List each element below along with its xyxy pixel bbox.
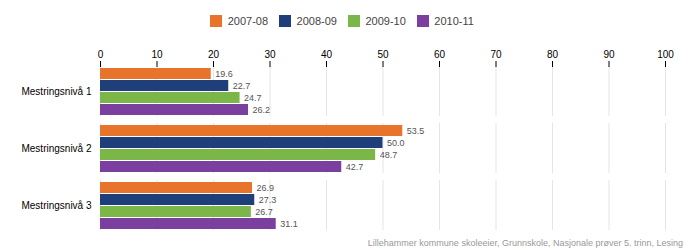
svg-text:80: 80 [547, 48, 559, 59]
svg-text:Mestringsnivå 1: Mestringsnivå 1 [21, 85, 91, 96]
svg-text:60: 60 [434, 48, 446, 59]
svg-text:40: 40 [321, 48, 333, 59]
svg-text:22.7: 22.7 [233, 80, 251, 90]
svg-text:50.0: 50.0 [387, 137, 405, 147]
svg-text:48.7: 48.7 [380, 149, 398, 159]
svg-text:70: 70 [490, 48, 502, 59]
svg-text:10: 10 [151, 48, 163, 59]
html-text:Lillehammer kommune skoleeier,: Lillehammer kommune skoleeier, Grunnskol… [367, 237, 683, 248]
svg-text:27.3: 27.3 [259, 194, 277, 204]
svg-text:20: 20 [208, 48, 220, 59]
svg-text:100: 100 [657, 48, 674, 59]
svg-text:42.7: 42.7 [346, 161, 364, 171]
svg-text:50: 50 [377, 48, 389, 59]
svg-text:26.2: 26.2 [253, 104, 271, 114]
svg-text:0: 0 [98, 48, 104, 59]
svg-text:26.9: 26.9 [256, 182, 274, 192]
svg-text:53.5: 53.5 [407, 125, 425, 135]
svg-text:31.1: 31.1 [280, 218, 298, 228]
svg-text:19.6: 19.6 [215, 68, 233, 78]
html-text:2007-08: 2007-08 [227, 14, 268, 27]
svg-text:26.7: 26.7 [255, 206, 273, 216]
html-text:2008-09: 2008-09 [296, 14, 337, 27]
svg-text:24.7: 24.7 [244, 92, 262, 102]
html-text:2009-10: 2009-10 [365, 14, 406, 27]
svg-text:30: 30 [264, 48, 276, 59]
html-text:2010-11: 2010-11 [434, 14, 474, 27]
svg-text:Mestringsnivå 2: Mestringsnivå 2 [21, 142, 91, 153]
svg-text:90: 90 [603, 48, 615, 59]
svg-text:Mestringsnivå 3: Mestringsnivå 3 [21, 199, 91, 210]
